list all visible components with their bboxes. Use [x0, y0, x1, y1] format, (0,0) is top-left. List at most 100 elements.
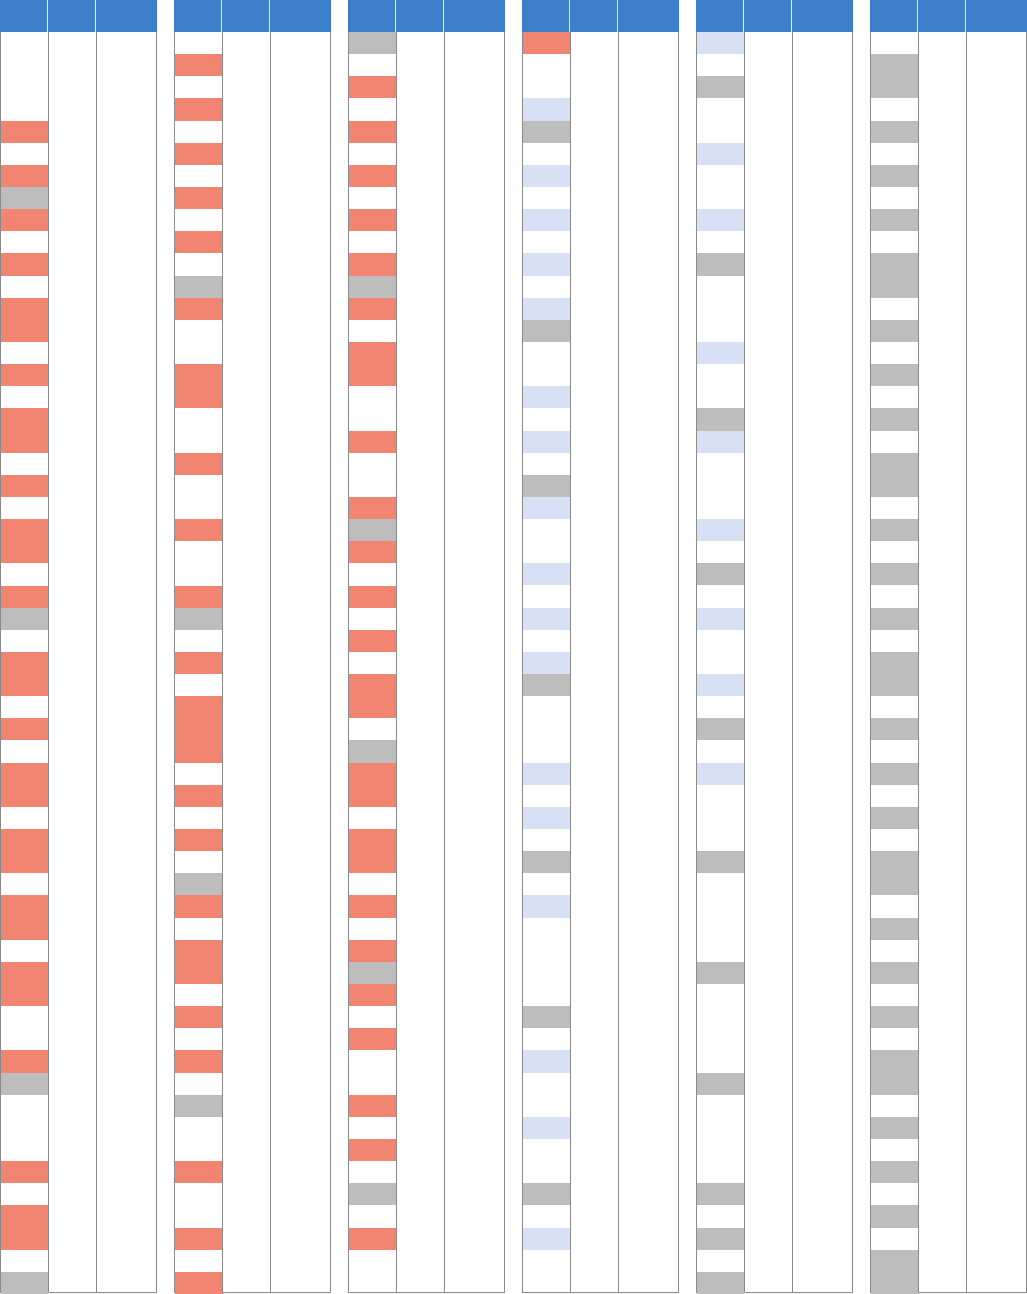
status-cell-gray[interactable]	[871, 519, 919, 542]
status-cell-gray[interactable]	[871, 563, 919, 586]
status-cell-blue[interactable]	[697, 762, 745, 785]
status-cell-red[interactable]	[175, 231, 223, 254]
status-cell-red[interactable]	[1, 961, 49, 1007]
status-cell-gray[interactable]	[871, 1161, 919, 1184]
status-cell-red[interactable]	[349, 76, 397, 99]
status-cell-gray[interactable]	[697, 408, 745, 431]
status-cell-red[interactable]	[349, 829, 397, 874]
status-cell-gray[interactable]	[871, 452, 919, 497]
status-cell-red[interactable]	[1, 474, 49, 497]
status-cell-gray[interactable]	[871, 164, 919, 187]
status-cell-gray[interactable]	[523, 319, 571, 342]
status-cell-gray[interactable]	[871, 1205, 919, 1228]
status-cell-blue[interactable]	[523, 1227, 571, 1250]
status-cell-gray[interactable]	[871, 651, 919, 697]
status-cell-blue[interactable]	[523, 209, 571, 232]
status-cell-blue[interactable]	[523, 607, 571, 630]
status-cell-blue[interactable]	[523, 762, 571, 785]
status-cell-red[interactable]	[175, 297, 223, 320]
status-cell-red[interactable]	[1, 1050, 49, 1073]
status-cell-blue[interactable]	[697, 430, 745, 453]
column-header[interactable]	[570, 0, 618, 32]
status-cell-blue[interactable]	[523, 1116, 571, 1139]
status-cell-gray[interactable]	[523, 851, 571, 874]
status-cell-red[interactable]	[349, 1139, 397, 1162]
status-cell-red[interactable]	[1, 1205, 49, 1250]
status-cell-red[interactable]	[1, 829, 49, 874]
status-cell-gray[interactable]	[175, 275, 223, 298]
status-cell-blue[interactable]	[697, 209, 745, 232]
status-cell-blue[interactable]	[523, 651, 571, 675]
status-cell-red[interactable]	[175, 696, 223, 763]
status-cell-red[interactable]	[175, 452, 223, 475]
status-cell-gray[interactable]	[349, 275, 397, 298]
column-header[interactable]	[48, 0, 96, 32]
status-cell-gray[interactable]	[871, 209, 919, 232]
status-cell-red[interactable]	[1, 120, 49, 143]
status-cell-red[interactable]	[349, 297, 397, 320]
status-cell-gray[interactable]	[871, 408, 919, 431]
status-cell-gray[interactable]	[697, 563, 745, 586]
status-cell-gray[interactable]	[697, 1271, 745, 1294]
status-cell-blue[interactable]	[523, 253, 571, 276]
column-header[interactable]	[696, 0, 744, 32]
status-cell-red[interactable]	[1, 718, 49, 741]
status-cell-red[interactable]	[1, 408, 49, 453]
status-cell-red[interactable]	[349, 120, 397, 143]
status-cell-gray[interactable]	[349, 32, 397, 55]
status-cell-gray[interactable]	[175, 607, 223, 630]
status-cell-blue[interactable]	[697, 341, 745, 365]
column-header[interactable]	[444, 0, 505, 32]
status-cell-red[interactable]	[175, 939, 223, 984]
status-cell-red[interactable]	[349, 209, 397, 232]
status-cell-gray[interactable]	[871, 607, 919, 630]
status-cell-gray[interactable]	[871, 1116, 919, 1139]
column-header[interactable]	[396, 0, 444, 32]
status-cell-gray[interactable]	[871, 762, 919, 785]
status-cell-red[interactable]	[1, 519, 49, 564]
status-cell-red[interactable]	[175, 1227, 223, 1250]
status-cell-gray[interactable]	[871, 806, 919, 830]
status-cell-blue[interactable]	[523, 496, 571, 520]
status-cell-red[interactable]	[175, 1050, 223, 1073]
status-cell-gray[interactable]	[1, 186, 49, 210]
status-cell-red[interactable]	[349, 762, 397, 807]
status-cell-gray[interactable]	[871, 851, 919, 896]
status-cell-gray[interactable]	[175, 873, 223, 896]
status-cell-red[interactable]	[1, 364, 49, 387]
status-cell-red[interactable]	[1, 895, 49, 940]
status-cell-red[interactable]	[349, 629, 397, 652]
status-cell-gray[interactable]	[871, 1249, 919, 1294]
status-cell-red[interactable]	[175, 651, 223, 675]
column-header[interactable]	[348, 0, 396, 32]
status-cell-red[interactable]	[1, 1161, 49, 1184]
status-cell-gray[interactable]	[523, 674, 571, 697]
status-cell-red[interactable]	[1, 651, 49, 697]
status-cell-gray[interactable]	[1, 607, 49, 630]
status-cell-gray[interactable]	[697, 1227, 745, 1250]
status-cell-red[interactable]	[1, 585, 49, 608]
status-cell-blue[interactable]	[523, 563, 571, 586]
column-header[interactable]	[870, 0, 918, 32]
status-cell-red[interactable]	[1, 209, 49, 232]
column-header[interactable]	[918, 0, 966, 32]
status-cell-red[interactable]	[175, 829, 223, 852]
status-cell-red[interactable]	[175, 585, 223, 608]
status-cell-gray[interactable]	[697, 76, 745, 99]
status-cell-blue[interactable]	[523, 164, 571, 187]
status-cell-gray[interactable]	[349, 519, 397, 542]
column-header[interactable]	[222, 0, 270, 32]
status-cell-blue[interactable]	[523, 430, 571, 453]
status-cell-gray[interactable]	[1, 1271, 49, 1294]
status-cell-gray[interactable]	[697, 1183, 745, 1206]
status-cell-red[interactable]	[175, 519, 223, 542]
status-cell-red[interactable]	[349, 585, 397, 608]
status-cell-red[interactable]	[349, 164, 397, 187]
status-cell-blue[interactable]	[523, 806, 571, 830]
status-cell-red[interactable]	[349, 430, 397, 453]
status-cell-blue[interactable]	[697, 519, 745, 542]
status-cell-gray[interactable]	[1, 1072, 49, 1095]
column-header[interactable]	[618, 0, 679, 32]
status-cell-red[interactable]	[349, 939, 397, 962]
status-cell-red[interactable]	[349, 984, 397, 1007]
